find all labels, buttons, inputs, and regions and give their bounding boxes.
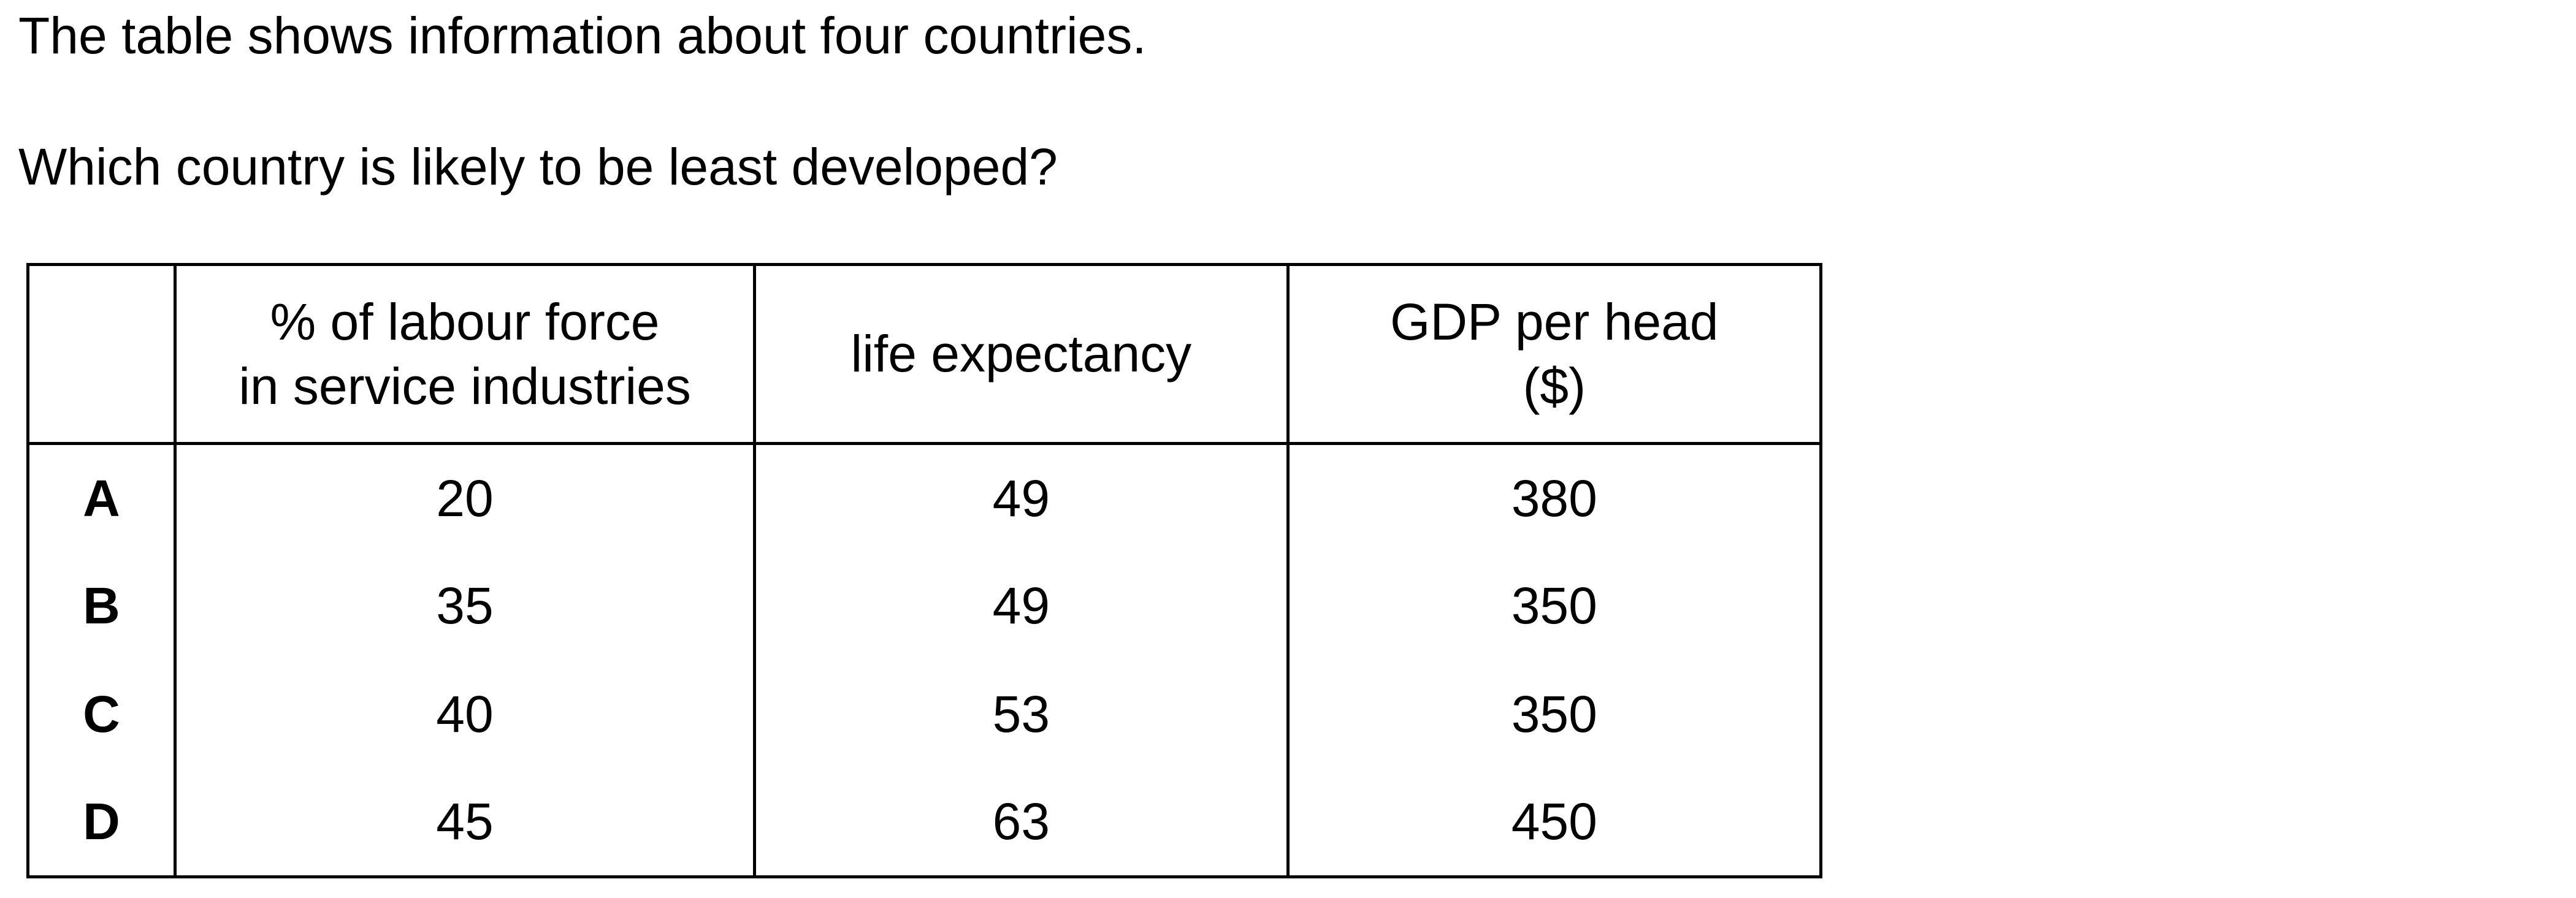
gdp-value: 380 (1286, 443, 1823, 552)
question-text: Which country is likely to be least deve… (18, 138, 1058, 196)
service-value: 35 (173, 552, 757, 660)
life-value: 49 (753, 443, 1290, 552)
intro-text: The table shows information about four c… (18, 7, 1147, 64)
table-row: A 20 49 380 (26, 443, 1823, 552)
country-table: % of labour force in service industries … (26, 263, 1823, 878)
row-label: C (26, 660, 177, 769)
header-service-industries: % of labour force in service industries (173, 263, 757, 445)
header-service-line-1: % of labour force (270, 292, 660, 351)
service-value: 40 (173, 660, 757, 769)
header-life-expectancy: life expectancy (753, 263, 1290, 445)
life-value: 49 (753, 552, 1290, 660)
table-header-row: % of labour force in service industries … (26, 263, 1823, 445)
table-row: B 35 49 350 (26, 552, 1823, 660)
header-empty-cell (26, 263, 177, 445)
table-row: D 45 63 450 (26, 768, 1823, 878)
service-value: 20 (173, 443, 757, 552)
row-label: A (26, 443, 177, 552)
header-life-line-1: life expectancy (850, 325, 1192, 382)
gdp-value: 350 (1286, 660, 1823, 769)
gdp-value: 450 (1286, 768, 1823, 878)
header-service-line-2: in service industries (239, 357, 691, 415)
header-gdp-line-2: ($) (1523, 357, 1586, 415)
life-value: 63 (753, 768, 1290, 878)
header-gdp-line-1: GDP per head (1390, 292, 1719, 351)
service-value: 45 (173, 768, 757, 878)
life-value: 53 (753, 660, 1290, 769)
row-label: B (26, 552, 177, 660)
header-gdp-per-head: GDP per head ($) (1286, 263, 1823, 445)
row-label: D (26, 768, 177, 878)
table-row: C 40 53 350 (26, 660, 1823, 769)
gdp-value: 350 (1286, 552, 1823, 660)
